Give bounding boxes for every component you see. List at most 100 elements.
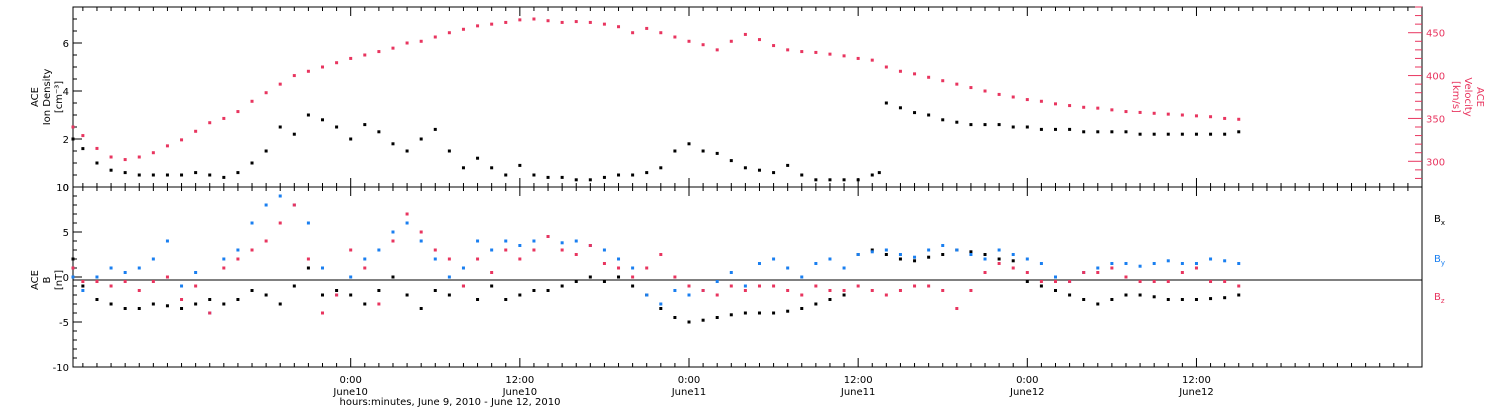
by-point	[898, 253, 902, 256]
by-point	[123, 271, 127, 274]
by-point	[729, 271, 733, 274]
bx-point	[1180, 298, 1184, 301]
velocity-point	[1068, 104, 1072, 108]
velocity-point	[180, 138, 184, 142]
by-point	[1138, 264, 1142, 268]
bz-series	[71, 203, 1241, 315]
by-point	[645, 293, 649, 297]
b-label-line2: B	[42, 276, 53, 283]
top-panel-frame	[72, 6, 1423, 188]
density-point	[546, 175, 550, 179]
density-point	[1110, 130, 1114, 134]
velocity-point	[856, 56, 860, 60]
bz-point	[560, 248, 564, 252]
by-point	[1194, 262, 1198, 265]
bx-point	[95, 298, 99, 301]
by-point	[137, 266, 141, 270]
velocity-label-line2: Velocity	[1462, 77, 1473, 116]
bx-point	[983, 253, 987, 256]
bx-point	[743, 311, 747, 315]
velocity-point	[278, 82, 282, 86]
velocity-point	[81, 134, 85, 138]
density-point	[884, 101, 888, 105]
velocity-point	[1054, 102, 1058, 106]
density-point	[955, 120, 959, 124]
density-point	[349, 137, 353, 141]
density-point	[532, 173, 536, 177]
density-point	[927, 113, 931, 117]
velocity-point	[321, 65, 325, 69]
by-point	[504, 239, 508, 243]
bx-point	[222, 302, 226, 306]
bz-point	[532, 248, 536, 252]
velocity-point	[165, 144, 169, 148]
by-point	[574, 239, 578, 243]
velocity-point	[222, 116, 226, 120]
velocity-point	[772, 44, 776, 48]
density-point	[461, 166, 465, 170]
by-point	[419, 239, 423, 243]
velocity-point	[546, 19, 550, 23]
bx-point	[574, 280, 578, 283]
bx-point	[264, 293, 268, 297]
velocity-point	[405, 41, 409, 45]
density-point	[194, 171, 198, 175]
bz-point	[518, 257, 522, 261]
bx-point	[250, 289, 254, 292]
b-label-line3: [nT]	[54, 270, 65, 290]
bz-point	[194, 284, 198, 288]
by-point	[532, 239, 536, 243]
bx-point	[828, 298, 832, 301]
velocity-point	[95, 146, 99, 150]
bx-point	[631, 284, 635, 288]
by-point	[743, 284, 747, 288]
density-point	[1223, 132, 1227, 136]
bx-point	[123, 307, 127, 310]
x-axis-title: hours:minutes, June 9, 2010 - June 12, 2…	[340, 397, 561, 408]
density-point	[222, 175, 226, 179]
bz-point	[447, 257, 451, 261]
density-point	[180, 173, 184, 177]
bz-point	[927, 284, 931, 288]
by-point	[1096, 266, 1100, 270]
velocity-point	[1110, 108, 1114, 112]
density-point	[842, 178, 846, 182]
bx-point	[814, 302, 818, 306]
legend-bx: Bx	[1434, 214, 1445, 227]
bz-point	[292, 203, 296, 207]
bx-point	[109, 302, 113, 306]
by-point	[659, 302, 663, 306]
velocity-point	[447, 31, 451, 35]
density-point	[363, 123, 367, 127]
velocity-point	[532, 17, 536, 21]
bz-point	[278, 221, 282, 225]
density-point	[292, 132, 296, 136]
bx-point	[1039, 284, 1043, 288]
density-point	[151, 173, 155, 177]
velocity-point	[236, 110, 240, 114]
by-point	[278, 194, 282, 198]
bx-point	[757, 311, 761, 315]
by-point	[1025, 257, 1029, 261]
bz-point	[701, 289, 705, 292]
legend-by-sub: y	[1441, 259, 1445, 267]
by-point	[222, 257, 226, 261]
bx-point	[278, 302, 282, 306]
density-point	[476, 156, 480, 160]
density-point	[137, 173, 141, 177]
by-point	[757, 262, 761, 265]
bx-point	[349, 293, 353, 297]
bz-point	[1096, 271, 1100, 274]
velocity-point	[151, 151, 155, 155]
density-point	[645, 171, 649, 175]
bz-point	[208, 311, 212, 315]
legend-bz-name: B	[1434, 292, 1441, 303]
velocity-point	[701, 43, 705, 47]
density-point	[800, 173, 804, 177]
velocity-point	[828, 52, 832, 56]
by-point	[165, 239, 169, 243]
density-point	[1152, 132, 1156, 136]
density-point	[250, 161, 254, 165]
by-point	[95, 275, 99, 279]
bx-point	[518, 293, 522, 297]
